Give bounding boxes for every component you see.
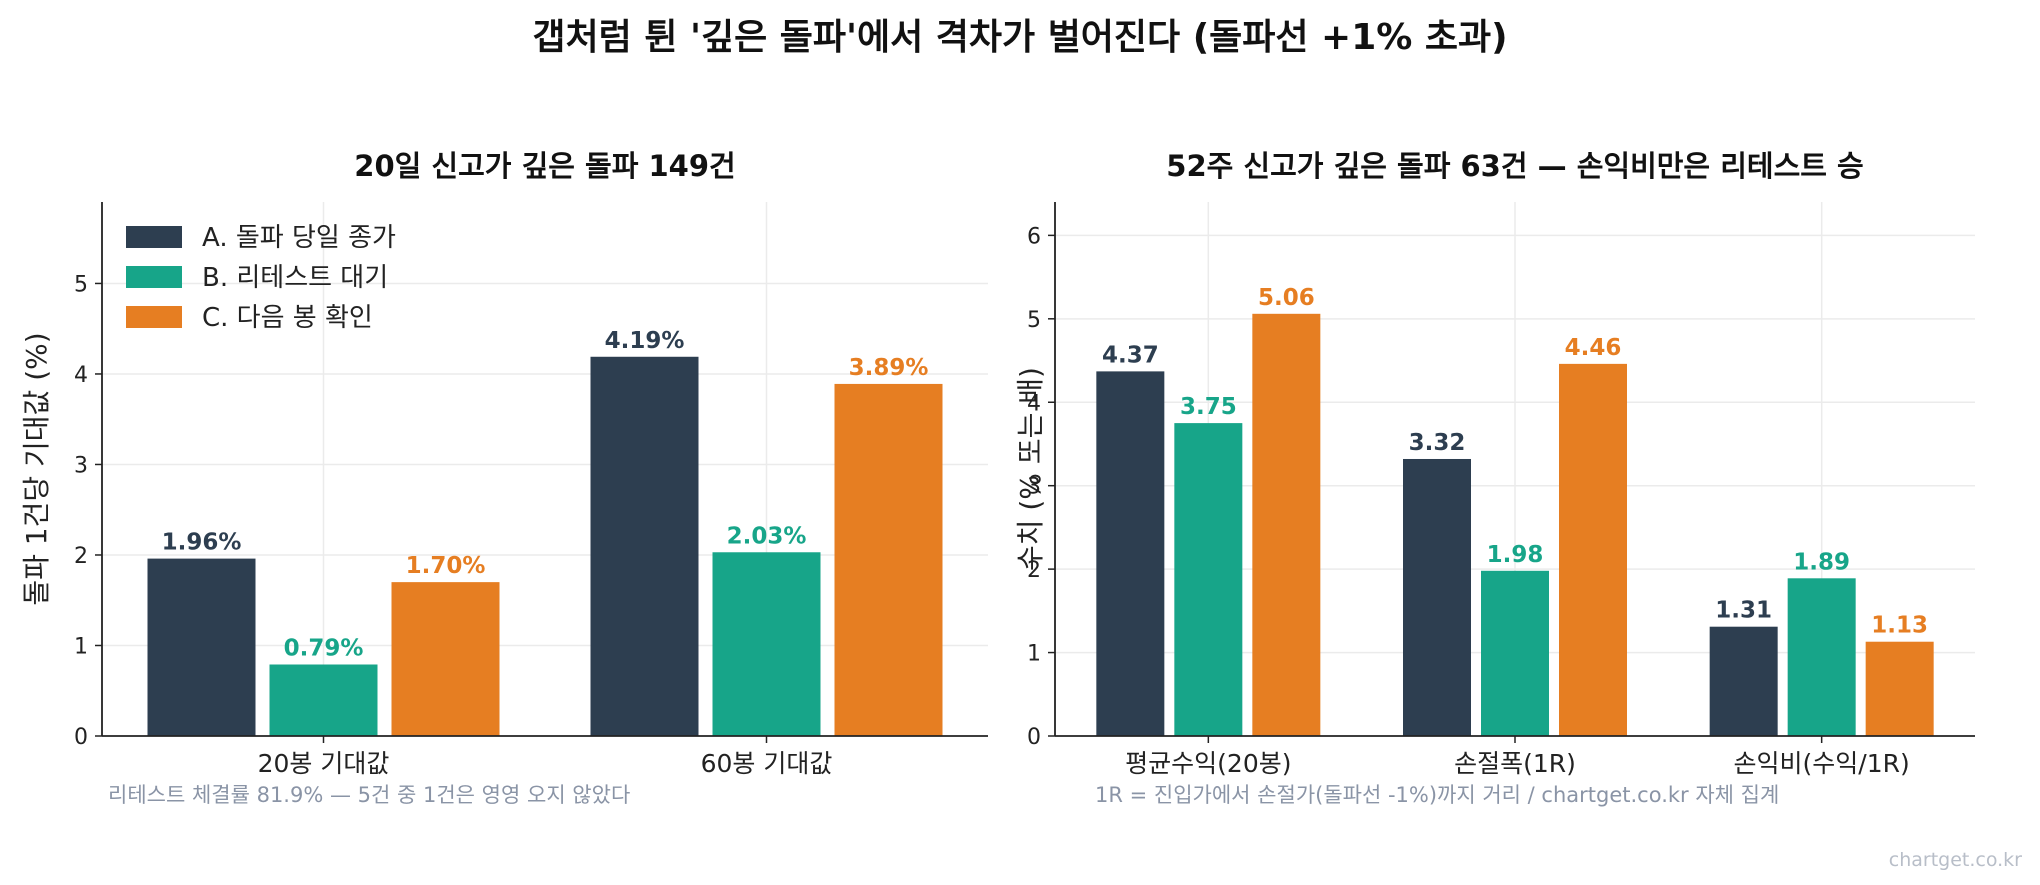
- y-tick-label: 2: [1027, 558, 1041, 583]
- watermark: chartget.co.kr: [1888, 849, 2022, 871]
- bar-value-label: 0.79%: [284, 635, 364, 661]
- bar-value-label: 1.96%: [162, 530, 242, 556]
- chart-note: 리테스트 체결률 81.9% — 5건 중 1건은 영영 오지 않았다: [108, 783, 630, 807]
- y-tick-label: 2: [74, 544, 88, 569]
- chart-title: 20일 신고가 깊은 돌파 149건: [354, 149, 735, 183]
- y-axis-label: 돌파 1건당 기대값 (%): [20, 332, 53, 605]
- bar-a: [1709, 626, 1778, 736]
- legend-entry: C. 다음 봉 확인: [202, 303, 373, 333]
- bar-b: [1174, 423, 1243, 736]
- y-tick-label: 0: [74, 725, 88, 750]
- x-tick-label: 손익비(수익/1R): [1734, 749, 1910, 778]
- x-tick-label: 손절폭(1R): [1454, 749, 1576, 778]
- y-tick-label: 4: [1027, 391, 1041, 416]
- bar-value-label: 3.75: [1180, 394, 1237, 420]
- y-tick-label: 1: [74, 634, 88, 659]
- y-tick-label: 3: [1027, 475, 1041, 500]
- y-tick-label: 6: [1027, 224, 1041, 249]
- bar-c: [1252, 313, 1321, 736]
- y-axis-label: 수치 (% 또는 배): [1014, 367, 1047, 571]
- legend-swatch: [126, 266, 182, 288]
- bar-c: [391, 582, 500, 736]
- bar-value-label: 4.37: [1102, 342, 1159, 368]
- bar-c: [1865, 641, 1934, 736]
- bar-a: [590, 356, 699, 736]
- y-tick-label: 5: [74, 272, 88, 297]
- chart-note: 1R = 진입가에서 손절가(돌파선 -1%)까지 거리 / chartget.…: [1095, 783, 1779, 807]
- bar-b: [712, 552, 821, 736]
- bar-c: [834, 383, 943, 736]
- bar-b: [1481, 570, 1549, 736]
- chart-panel-52week: 52주 신고가 깊은 돌파 63건 — 손익비만은 리테스트 승 0 1 2 3 4 5 6 4…: [1014, 149, 1975, 807]
- bar-value-label: 1.31: [1715, 598, 1772, 624]
- y-tick-label: 3: [74, 453, 88, 478]
- x-tick-label: 20봉 기대값: [258, 749, 390, 778]
- bar-value-label: 1.70%: [406, 553, 486, 579]
- legend-entry: B. 리테스트 대기: [202, 263, 388, 293]
- bar-c: [1559, 363, 1627, 736]
- figure-title: 갭처럼 튄 '깊은 돌파'에서 격차가 벌어진다 (돌파선 +1% 초과): [532, 17, 1508, 58]
- x-tick-label: 평균수익(20봉): [1125, 749, 1291, 778]
- chart-title: 52주 신고가 깊은 돌파 63건 — 손익비만은 리테스트 승: [1166, 149, 1863, 183]
- y-tick-label: 4: [74, 363, 88, 388]
- bar-a: [1096, 371, 1165, 736]
- bar-value-label: 5.06: [1258, 285, 1315, 311]
- bar-value-label: 1.89: [1793, 549, 1850, 575]
- y-tick-label: 5: [1027, 308, 1041, 333]
- bar-value-label: 3.32: [1409, 430, 1466, 456]
- bar-b: [269, 664, 378, 736]
- bar-value-label: 3.89%: [849, 355, 929, 381]
- bar-value-label: 1.13: [1871, 613, 1928, 639]
- y-tick-label: 1: [1027, 642, 1041, 667]
- chart-panel-20day: 20일 신고가 깊은 돌파 149건 0 1 2 3 4 5 1.96% 0.79% 1.70% 2…: [20, 149, 988, 807]
- bar-value-label: 4.46: [1565, 335, 1622, 361]
- bar-a: [1403, 458, 1471, 736]
- x-tick-label: 60봉 기대값: [701, 749, 833, 778]
- legend-swatch: [126, 226, 182, 248]
- bar-value-label: 4.19%: [605, 328, 685, 354]
- legend-swatch: [126, 306, 182, 328]
- bar-value-label: 1.98: [1487, 542, 1544, 568]
- y-tick-label: 0: [1027, 725, 1041, 750]
- bar-b: [1787, 578, 1856, 736]
- legend-entry: A. 돌파 당일 종가: [202, 223, 396, 253]
- bar-value-label: 2.03%: [727, 523, 807, 549]
- bar-a: [147, 558, 256, 736]
